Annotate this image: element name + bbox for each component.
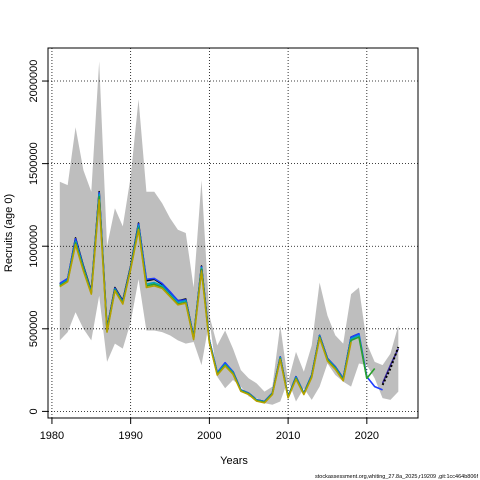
- y-tick-label-1000000: 1000000: [28, 225, 40, 268]
- x-tick-label-1990: 1990: [118, 430, 142, 442]
- x-tick-label-2020: 2020: [355, 430, 379, 442]
- series-line-7: [381, 346, 400, 386]
- x-tick-label-1980: 1980: [40, 430, 64, 442]
- x-tick-label-2000: 2000: [197, 430, 221, 442]
- y-tick-label-0: 0: [28, 408, 40, 414]
- y-tick-label-2000000: 2000000: [28, 60, 40, 103]
- confidence-band-layer: [59, 61, 399, 405]
- footer-source-text: stockassessment.org,whiting_27.8a_2025,r…: [315, 474, 478, 480]
- y-axis-title: Recruits (age 0): [3, 194, 15, 272]
- series-line-5: [59, 199, 352, 404]
- x-axis-title: Years: [220, 455, 248, 467]
- y-tick-label-500000: 500000: [28, 310, 40, 347]
- series-layer: [59, 190, 400, 404]
- x-tick-label-2010: 2010: [276, 430, 300, 442]
- y-tick-label-1500000: 1500000: [28, 142, 40, 185]
- plot-frame: [47, 47, 419, 419]
- axis-layer: 1980 1990 2000 2010 2020 0 500000 1000000 150000…: [28, 60, 379, 442]
- confidence-band: [59, 61, 399, 405]
